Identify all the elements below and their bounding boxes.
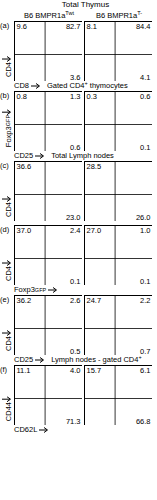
svg-text:0.6: 0.6 [70, 143, 80, 152]
html-text:B6 BMPR1aTwt: B6 BMPR1aTwt [24, 10, 74, 20]
svg-text:4.0: 4.0 [70, 366, 80, 375]
html-text:Foxp3GFP: Foxp3GFP [14, 285, 47, 294]
svg-text:0.6: 0.6 [140, 92, 150, 101]
svg-text:0.1: 0.1 [140, 143, 150, 152]
svg-text:24.7: 24.7 [87, 296, 102, 305]
html-text:Total Lymph nodes: Total Lymph nodes [51, 151, 114, 160]
svg-text:6.1: 6.1 [140, 366, 150, 375]
svg-text:71.3: 71.3 [66, 417, 81, 426]
svg-text:3.6: 3.6 [70, 73, 80, 82]
svg-text:0.8: 0.8 [17, 92, 27, 101]
svg-text:26.0: 26.0 [136, 213, 151, 222]
svg-text:4.1: 4.1 [140, 73, 150, 82]
html-text:Lymph nodes - gated CD4+: Lymph nodes - gated CD4+ [51, 354, 142, 364]
html-text:Foxp3: Foxp3 [3, 126, 13, 147]
svg-text:1.3: 1.3 [70, 92, 80, 101]
svg-text:0.1: 0.1 [70, 277, 80, 286]
svg-text:1.0: 1.0 [140, 226, 150, 235]
svg-text:66.8: 66.8 [136, 417, 151, 426]
svg-text:27.0: 27.0 [87, 226, 102, 235]
html-text:Total Thymus: Total Thymus [61, 0, 110, 9]
svg-text:0.1: 0.1 [140, 277, 150, 286]
svg-text:0.3: 0.3 [87, 92, 97, 101]
svg-text:8.1: 8.1 [87, 22, 97, 31]
svg-text:36.2: 36.2 [17, 296, 32, 305]
svg-text:11.1: 11.1 [17, 366, 31, 375]
html-text:CD4: CD4 [3, 336, 13, 351]
html-text:Gated CD4+thymocytes: Gated CD4+thymocytes [47, 80, 128, 90]
svg-text:15.7: 15.7 [87, 366, 102, 375]
html-text:(b): (b) [0, 91, 10, 100]
svg-text:23.0: 23.0 [66, 213, 81, 222]
svg-text:28.5: 28.5 [87, 162, 102, 171]
svg-text:2.6: 2.6 [70, 296, 80, 305]
html-text:(e): (e) [0, 295, 10, 304]
svg-text:0.7: 0.7 [140, 347, 150, 356]
html-text:CD25: CD25 [14, 355, 34, 364]
html-text:CD4: CD4 [3, 62, 13, 77]
html-text:(f): (f) [0, 365, 8, 374]
svg-text:37.0: 37.0 [17, 226, 32, 235]
html-text:GFP: GFP [5, 114, 11, 127]
svg-text:9.6: 9.6 [17, 22, 27, 31]
html-text:CD62L: CD62L [14, 425, 38, 434]
html-text:CD8: CD8 [14, 81, 29, 90]
html-text:CD4: CD4 [3, 266, 13, 281]
html-text:(d): (d) [0, 225, 10, 234]
html-text:(a): (a) [0, 21, 10, 30]
html-text:CD25: CD25 [14, 151, 34, 160]
svg-text:84.4: 84.4 [136, 22, 151, 31]
html-text:CD44: CD44 [3, 401, 13, 421]
svg-text:36.6: 36.6 [17, 162, 32, 171]
html-text:(c): (c) [0, 161, 9, 170]
html-text:CD4: CD4 [3, 202, 13, 217]
svg-text:2.4: 2.4 [70, 226, 80, 235]
svg-text:2.2: 2.2 [140, 296, 150, 305]
svg-text:0.5: 0.5 [70, 347, 80, 356]
html-text:B6 BMPR1aT-: B6 BMPR1aT- [95, 10, 143, 20]
svg-text:82.7: 82.7 [66, 22, 81, 31]
